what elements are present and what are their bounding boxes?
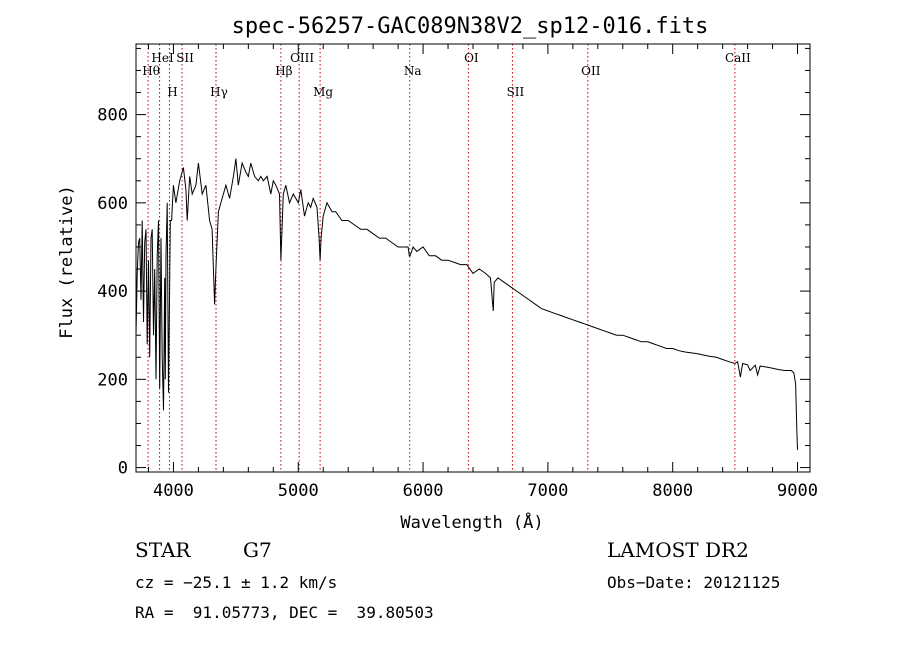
obs-date-text: Obs−Date: 20121125: [607, 573, 781, 592]
line-marker-label: SII: [507, 85, 525, 99]
redshift-text: cz = −25.1 ± 1.2 km/s: [135, 573, 338, 592]
line-marker-label: Mg: [313, 85, 333, 99]
y-tick-label: 200: [97, 370, 128, 390]
x-tick-label: 6000: [403, 481, 444, 501]
axis-ticks: 4000 5000 6000 7000 8000 9000 0 200 400 600 800: [97, 44, 818, 501]
y-tick-label: 600: [97, 194, 128, 214]
survey-name: LAMOST DR2: [607, 538, 749, 562]
x-tick-label: 7000: [527, 481, 568, 501]
line-marker-label: Hβ: [275, 64, 292, 78]
line-marker-label: OII: [581, 64, 601, 78]
y-tick-label: 800: [97, 106, 128, 126]
line-marker-label: OIII: [290, 51, 314, 65]
y-axis-label: Flux (relative): [57, 185, 77, 339]
x-axis-label: Wavelength (Å): [400, 511, 543, 533]
object-class: STAR: [135, 538, 191, 562]
line-marker-label: OI: [464, 51, 479, 65]
y-tick-label: 400: [97, 282, 128, 302]
x-tick-label: 5000: [278, 481, 319, 501]
x-tick-label: 8000: [652, 481, 693, 501]
line-marker-label: Na: [404, 64, 422, 78]
line-marker-label: H: [167, 85, 177, 99]
line-marker-label: SII: [176, 51, 194, 65]
line-marker-label: Hθ: [142, 64, 160, 78]
line-marker-label: CaII: [725, 51, 751, 65]
line-marker-label: Hγ: [210, 85, 228, 99]
object-subclass: G7: [243, 538, 272, 562]
spectrum-series-line: [135, 158, 798, 450]
chart-title: spec-56257-GAC089N38V2_sp12-016.fits: [232, 14, 709, 39]
plot-frame: [135, 43, 811, 473]
line-marker-label: HeI: [151, 51, 174, 65]
x-tick-label: 4000: [153, 481, 194, 501]
coordinates-text: RA = 91.05773, DEC = 39.80503: [135, 603, 434, 622]
y-tick-label: 0: [118, 459, 128, 479]
x-tick-label: 9000: [777, 481, 818, 501]
